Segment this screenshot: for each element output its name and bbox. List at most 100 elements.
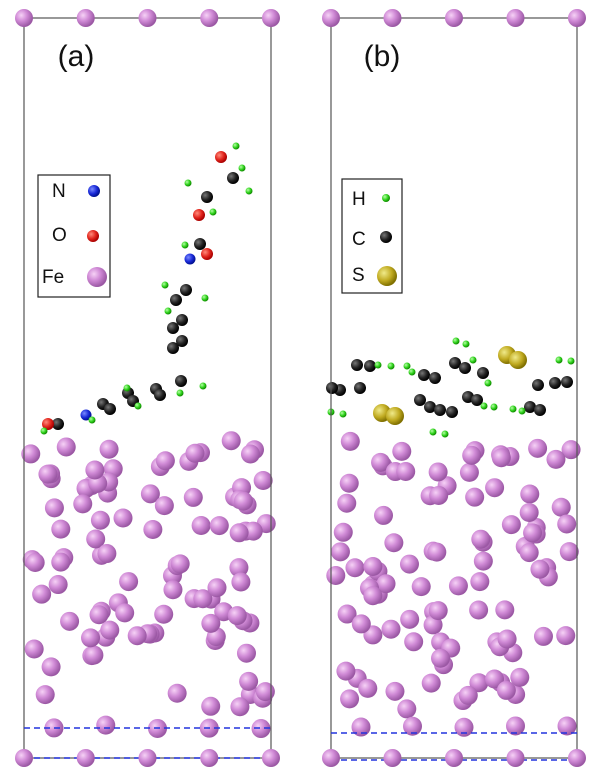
fe-atom	[502, 515, 521, 534]
fe-atom	[422, 674, 441, 693]
fe-atom	[262, 9, 280, 27]
fe-atom	[230, 697, 249, 716]
fe-atom	[520, 543, 539, 562]
legend-label: O	[52, 225, 67, 246]
fe-atom	[57, 437, 76, 456]
c-atom	[434, 404, 446, 416]
fe-atom	[471, 530, 490, 549]
fe-atom	[495, 600, 514, 619]
fe-atom	[445, 749, 463, 767]
fe-atom	[498, 629, 517, 648]
fe-atom	[210, 516, 229, 535]
c-atom	[104, 403, 116, 415]
fe-atom	[207, 578, 226, 597]
legend-label: S	[352, 265, 365, 286]
fe-atom	[114, 509, 133, 528]
legend-swatch	[382, 194, 390, 202]
legend-swatch	[87, 230, 99, 242]
fe-atom	[460, 463, 479, 482]
fe-atom	[396, 462, 415, 481]
fe-atom	[384, 9, 402, 27]
c-atom	[180, 284, 192, 296]
fe-atom	[26, 553, 45, 572]
h-atom	[185, 180, 192, 187]
c-atom	[418, 369, 430, 381]
fe-atom	[100, 440, 119, 459]
fe-atom	[81, 628, 100, 647]
fe-atom	[42, 657, 61, 676]
c-atom	[154, 389, 166, 401]
h-atom	[340, 411, 347, 418]
fe-atom	[429, 486, 448, 505]
fe-atom	[528, 439, 547, 458]
fe-atom	[85, 461, 104, 480]
fe-atom	[139, 749, 157, 767]
legend: H C S	[342, 179, 402, 293]
fe-atom	[474, 552, 493, 571]
figure: (a) (b) N O Fe H C S	[0, 0, 589, 771]
h-atom	[568, 358, 575, 365]
fe-atom	[77, 749, 95, 767]
fe-atom	[77, 9, 95, 27]
o-atom	[201, 248, 213, 260]
h-atom	[442, 431, 449, 438]
c-atom	[446, 406, 458, 418]
legend-label: Fe	[42, 267, 64, 288]
h-atom	[246, 188, 253, 195]
fe-atom	[262, 749, 280, 767]
fe-atom	[556, 626, 575, 645]
fe-atom	[381, 620, 400, 639]
fe-atom	[492, 448, 511, 467]
fe-atom	[400, 555, 419, 574]
fe-atom	[400, 610, 419, 629]
legend-swatch	[380, 231, 392, 243]
fe-atom	[340, 689, 359, 708]
h-atom	[177, 390, 184, 397]
o-atom	[193, 209, 205, 221]
h-atom	[89, 417, 96, 424]
h-atom	[409, 369, 416, 376]
fe-atom	[384, 533, 403, 552]
fe-atom	[25, 640, 44, 659]
fe-atom	[256, 682, 275, 701]
cell-box	[24, 18, 271, 758]
fe-atom	[230, 523, 249, 542]
fe-atom	[91, 511, 110, 530]
fe-atom	[358, 679, 377, 698]
fe-atom	[15, 749, 33, 767]
fe-atom	[560, 542, 579, 561]
legend: N O Fe	[38, 175, 110, 297]
fe-atom	[128, 626, 147, 645]
fe-atom	[200, 9, 218, 27]
fe-atom	[156, 451, 175, 470]
c-atom	[351, 359, 363, 371]
fe-atom	[154, 605, 173, 624]
fe-atom	[568, 9, 586, 27]
c-atom	[354, 382, 366, 394]
fe-atom	[115, 603, 134, 622]
h-atom	[182, 242, 189, 249]
fe-atom	[412, 577, 431, 596]
h-atom	[485, 380, 492, 387]
legend-swatch	[87, 267, 107, 287]
fe-atom	[326, 566, 345, 585]
c-atom	[364, 360, 376, 372]
c-atom	[326, 382, 338, 394]
fe-atom	[427, 543, 446, 562]
c-atom	[170, 294, 182, 306]
fe-atom	[334, 523, 353, 542]
fe-atom	[552, 498, 571, 517]
fe-atom	[201, 697, 220, 716]
h-atom	[556, 357, 563, 364]
c-atom	[194, 238, 206, 250]
fe-atom	[397, 699, 416, 718]
fe-atom	[363, 557, 382, 576]
fe-atom	[171, 554, 190, 573]
c-atom	[534, 404, 546, 416]
fe-atom	[97, 544, 116, 563]
h-atom	[491, 404, 498, 411]
fe-atom	[546, 450, 565, 469]
fe-atom	[337, 494, 356, 513]
h-atom	[510, 406, 517, 413]
fe-atom	[155, 496, 174, 515]
